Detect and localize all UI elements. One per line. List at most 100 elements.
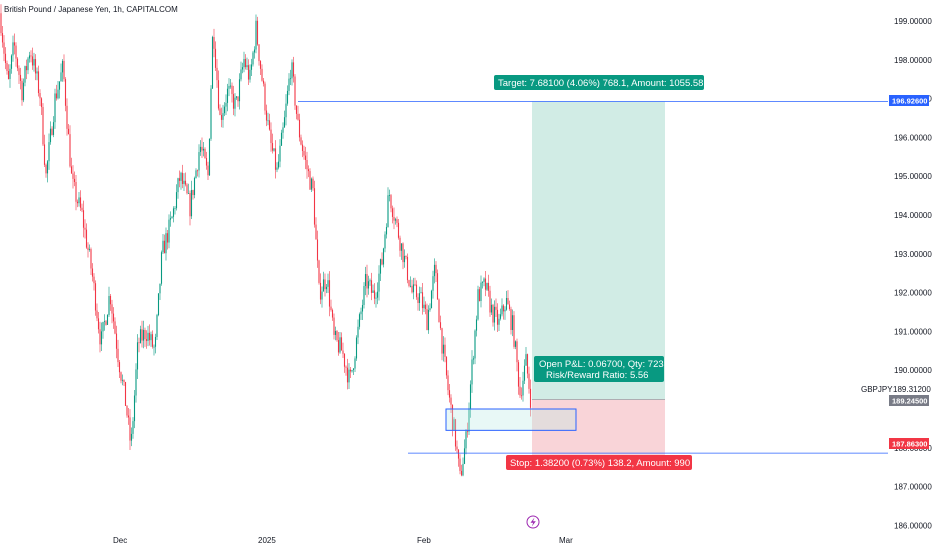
candle-body xyxy=(93,276,95,284)
candle-body xyxy=(400,243,403,251)
candle-body xyxy=(132,421,134,434)
candle-body xyxy=(187,193,190,194)
candle-body xyxy=(333,317,335,335)
candle-body xyxy=(94,283,97,311)
candle-body xyxy=(168,219,170,243)
candle-body xyxy=(346,367,349,383)
candle-body xyxy=(277,161,280,168)
candle-body xyxy=(441,328,443,354)
candle-body xyxy=(334,330,337,335)
candle-body xyxy=(211,37,214,89)
candle-body xyxy=(195,170,197,179)
candle-body xyxy=(75,182,77,202)
candle-body xyxy=(313,188,316,225)
demand-zone-box[interactable] xyxy=(445,408,577,431)
candle-body xyxy=(399,237,401,251)
candle-body xyxy=(27,58,29,71)
candle-body xyxy=(519,386,521,396)
candle-body xyxy=(181,172,184,184)
candle-body xyxy=(315,224,317,240)
candle-body xyxy=(250,64,253,70)
candle-body xyxy=(306,159,308,170)
candle-body xyxy=(123,379,125,382)
candle-body xyxy=(483,278,485,282)
candle-body xyxy=(24,66,26,83)
candle-body xyxy=(165,233,167,254)
candle-body xyxy=(186,184,188,194)
candle-body xyxy=(507,297,509,305)
candle-body xyxy=(469,384,472,409)
stop-badge[interactable] xyxy=(506,455,692,470)
candle-body xyxy=(204,148,206,159)
candle-body xyxy=(1,33,4,43)
candle-body xyxy=(205,158,208,166)
candle-body xyxy=(484,278,487,290)
candle-body xyxy=(106,314,109,325)
candle-body xyxy=(151,334,154,347)
y-tick-label: 186.00000 xyxy=(894,521,932,530)
candle-body xyxy=(325,286,328,290)
candle-body xyxy=(451,404,454,430)
candle-body xyxy=(16,58,19,69)
candle-body xyxy=(294,76,296,106)
y-tick-label: 192.00000 xyxy=(894,289,932,298)
candle-body xyxy=(288,78,290,91)
candle-body xyxy=(307,169,310,172)
candle-body xyxy=(97,318,100,330)
candle-body xyxy=(501,305,503,315)
candle-body xyxy=(142,329,145,341)
candle-body xyxy=(274,148,277,170)
candle-body xyxy=(159,283,161,294)
candle-body xyxy=(310,178,313,190)
stop-zone[interactable] xyxy=(532,399,665,465)
stop-price-tag[interactable] xyxy=(889,438,929,449)
candle-body xyxy=(196,170,199,172)
candle-body xyxy=(295,105,298,114)
open-pl-badge[interactable] xyxy=(534,356,664,382)
candle-body xyxy=(457,449,460,459)
candle-body xyxy=(529,388,532,408)
candle-body xyxy=(513,315,515,347)
target-zone[interactable] xyxy=(532,101,665,400)
candle-body xyxy=(178,178,181,181)
candle-body xyxy=(234,97,236,109)
candle-body xyxy=(192,190,194,196)
time-axis[interactable]: Dec 2025 Feb Mar xyxy=(113,536,573,545)
candle-body xyxy=(40,98,43,108)
candle-body xyxy=(472,358,475,360)
candle-body xyxy=(436,273,439,300)
price-axis[interactable]: 199.00000198.00000197.00000196.00000195.… xyxy=(894,17,932,530)
candle-body xyxy=(30,55,32,57)
candle-body xyxy=(279,145,281,162)
candle-body xyxy=(526,354,529,374)
last-price-tag[interactable] xyxy=(889,395,929,406)
candle-body xyxy=(148,332,151,341)
candle-body xyxy=(49,128,52,143)
target-badge[interactable] xyxy=(494,75,704,90)
target-price-tag[interactable] xyxy=(889,95,929,106)
candle-body xyxy=(109,295,112,305)
candle-body xyxy=(144,329,146,340)
candle-body xyxy=(66,105,68,129)
candle-body xyxy=(366,274,368,289)
candle-body xyxy=(22,82,25,101)
candle-body xyxy=(480,282,482,301)
x-tick-label: Dec xyxy=(113,536,127,545)
stop-price-text: 187.86300 xyxy=(892,440,927,449)
candle-body xyxy=(216,67,218,81)
candle-body xyxy=(69,134,71,167)
candle-body xyxy=(426,309,428,331)
candle-body xyxy=(18,68,20,75)
candle-body xyxy=(403,255,406,263)
candle-body xyxy=(330,306,332,311)
candle-body xyxy=(327,280,329,287)
candle-body xyxy=(48,142,50,162)
candle-body xyxy=(183,180,185,184)
candle-body xyxy=(219,108,221,115)
lightning-icon[interactable] xyxy=(526,515,540,529)
candle-body xyxy=(226,88,229,103)
candle-body xyxy=(184,180,187,185)
candle-body xyxy=(415,284,418,298)
candle-body xyxy=(438,299,440,323)
